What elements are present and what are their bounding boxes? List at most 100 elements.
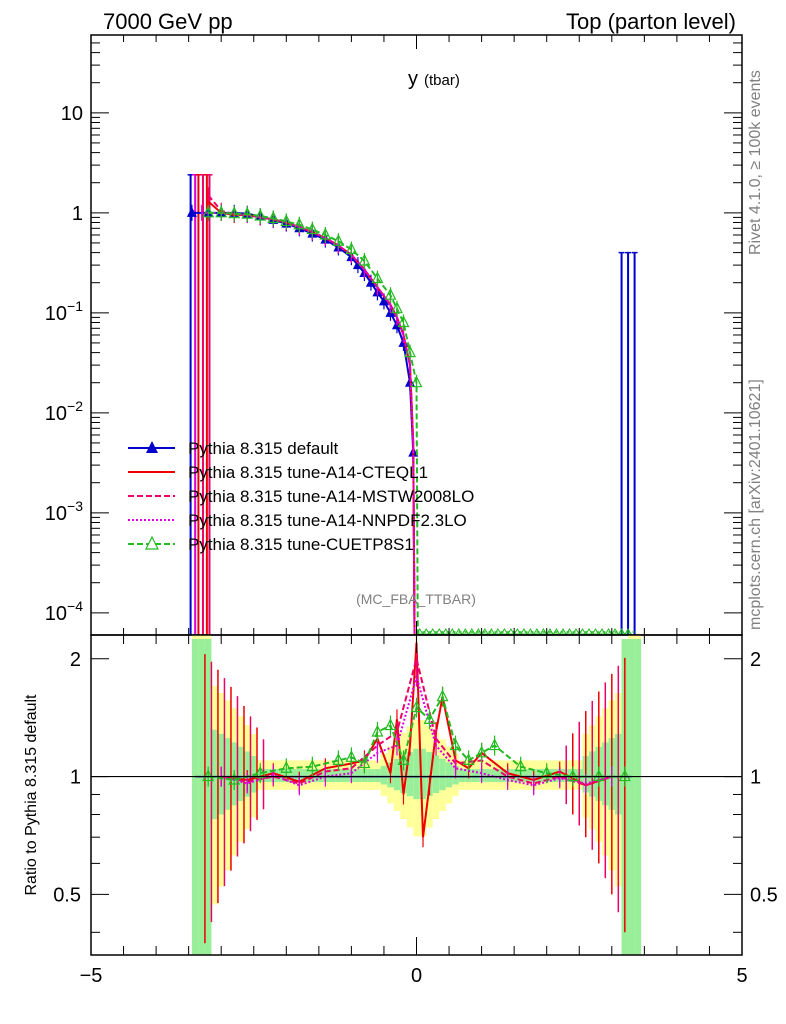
ratio-band-green	[289, 769, 297, 783]
main-green-floor-marker	[448, 628, 457, 635]
ratio-axis: 2 2 1 1 0.5 0.5 −5 0 5	[53, 634, 778, 987]
ratio-band-green	[393, 758, 401, 791]
main-green-floor-marker	[513, 628, 522, 635]
main-green-floor-marker	[487, 628, 496, 635]
main-ytick-label: 1	[72, 203, 83, 225]
main-green-floor-marker	[526, 628, 535, 635]
main-marker	[202, 205, 215, 218]
main-green-floor-marker	[598, 628, 606, 635]
header-right: Top (parton level)	[566, 9, 736, 34]
ratio-ytick-label-right: 1	[750, 767, 761, 789]
ratio-ylabel: Ratio to Pythia 8.315 default	[23, 694, 40, 896]
main-series-line	[207, 194, 416, 636]
main-green-floor-marker	[474, 628, 483, 635]
main-ytick-label: 10−2	[45, 398, 83, 425]
main-green-floor-marker	[617, 628, 626, 635]
ratio-band-green	[413, 748, 420, 800]
ratio-marker	[488, 738, 501, 751]
ratio-marker	[540, 765, 553, 778]
ratio-ytick-label: 1	[70, 767, 81, 789]
main-series-line	[191, 211, 416, 636]
main-marker	[319, 227, 332, 240]
watermark: (MC_FBA_TTBAR)	[356, 591, 476, 607]
main-green-floor-marker	[565, 628, 574, 635]
main-ytick-label: 10−4	[45, 598, 83, 625]
ratio-marker	[202, 769, 215, 782]
ratio-series	[195, 635, 632, 944]
main-green-floor-marker	[572, 628, 580, 635]
ratio-band-green	[361, 769, 368, 783]
main-marker	[404, 345, 416, 358]
main-green-floor-marker	[591, 628, 600, 635]
ratio-band-green	[628, 639, 635, 955]
main-series-line	[207, 200, 416, 636]
ratio-ytick-label: 2	[70, 649, 81, 671]
main-panel: 10 1 10−1 10−2 10−3 10−4 y (tbar) (MC_FBA_TTB…	[45, 34, 743, 636]
ratio-marker	[423, 712, 436, 724]
ratio-marker	[371, 724, 384, 737]
main-ytick-label: 10−1	[45, 298, 83, 325]
main-marker	[280, 214, 293, 227]
ratio-band-green	[432, 755, 440, 794]
main-marker	[397, 315, 410, 328]
main-green-floor-marker	[454, 628, 463, 635]
main-title-sub: (tbar)	[424, 72, 460, 89]
ratio-band-green	[445, 762, 453, 788]
main-green-floor-marker	[539, 628, 548, 635]
ratio-marker	[436, 689, 449, 702]
main-series	[186, 174, 638, 636]
ratio-marker	[228, 772, 241, 785]
ratio-marker	[280, 760, 293, 773]
main-marker	[241, 206, 254, 219]
main-green-floor-marker	[533, 628, 541, 635]
main-marker	[384, 287, 397, 300]
ratio-panel: 2 2 1 1 0.5 0.5 −5 0 5 Ratio to Pythia 8.315 def…	[23, 634, 778, 987]
main-green-floor-marker	[500, 628, 509, 635]
ratio-marker	[449, 738, 462, 751]
main-marker	[378, 295, 389, 306]
mcplots-label: mcplots.cern.ch [arXiv:2401.10621]	[747, 379, 764, 630]
ratio-band-green	[523, 769, 531, 783]
main-ytick-label: 10	[61, 103, 83, 125]
ratio-marker	[397, 753, 410, 765]
ratio-band-green	[419, 748, 427, 800]
main-green-floor-marker	[546, 628, 554, 635]
ratio-band-green	[471, 769, 479, 783]
main-marker	[293, 217, 306, 230]
ratio-band-green	[341, 769, 349, 783]
ratio-band-green	[497, 769, 505, 783]
ratio-band-green	[458, 769, 466, 783]
ratio-band-green	[439, 758, 446, 791]
main-marker	[186, 206, 197, 217]
main-green-floor-marker	[435, 628, 444, 635]
main-marker	[306, 222, 319, 235]
ratio-marker	[618, 769, 631, 782]
main-green-floor-marker	[578, 628, 587, 635]
ratio-band-green	[302, 769, 310, 783]
ratio-xtick-label: 0	[411, 965, 422, 987]
ratio-band-green	[380, 765, 388, 785]
ratio-band-green	[335, 769, 342, 783]
main-marker	[390, 301, 403, 314]
main-marker	[332, 233, 345, 246]
main-green-floor-marker	[611, 628, 619, 635]
ratio-band-green	[374, 769, 381, 783]
main-green-floor-marker	[585, 628, 593, 635]
ratio-xtick-label: 5	[736, 965, 747, 987]
ratio-xtick-label: −5	[80, 965, 103, 987]
main-green-floor-marker	[422, 628, 431, 635]
main-marker	[358, 253, 371, 266]
ratio-band-green	[204, 639, 212, 955]
ratio-marker	[384, 718, 397, 731]
main-green-floor-marker	[507, 628, 515, 635]
main-green-floor-marker	[480, 628, 489, 635]
ratio-band-green	[491, 769, 498, 783]
main-ytick-label: 10−3	[45, 498, 83, 525]
main-marker	[371, 271, 384, 284]
main-marker	[365, 276, 376, 287]
ratio-marker	[332, 753, 345, 765]
ratio-band-green	[549, 769, 557, 783]
ratio-marker	[254, 765, 267, 778]
ratio-band-green	[400, 755, 407, 794]
ratio-band-green	[536, 769, 544, 783]
